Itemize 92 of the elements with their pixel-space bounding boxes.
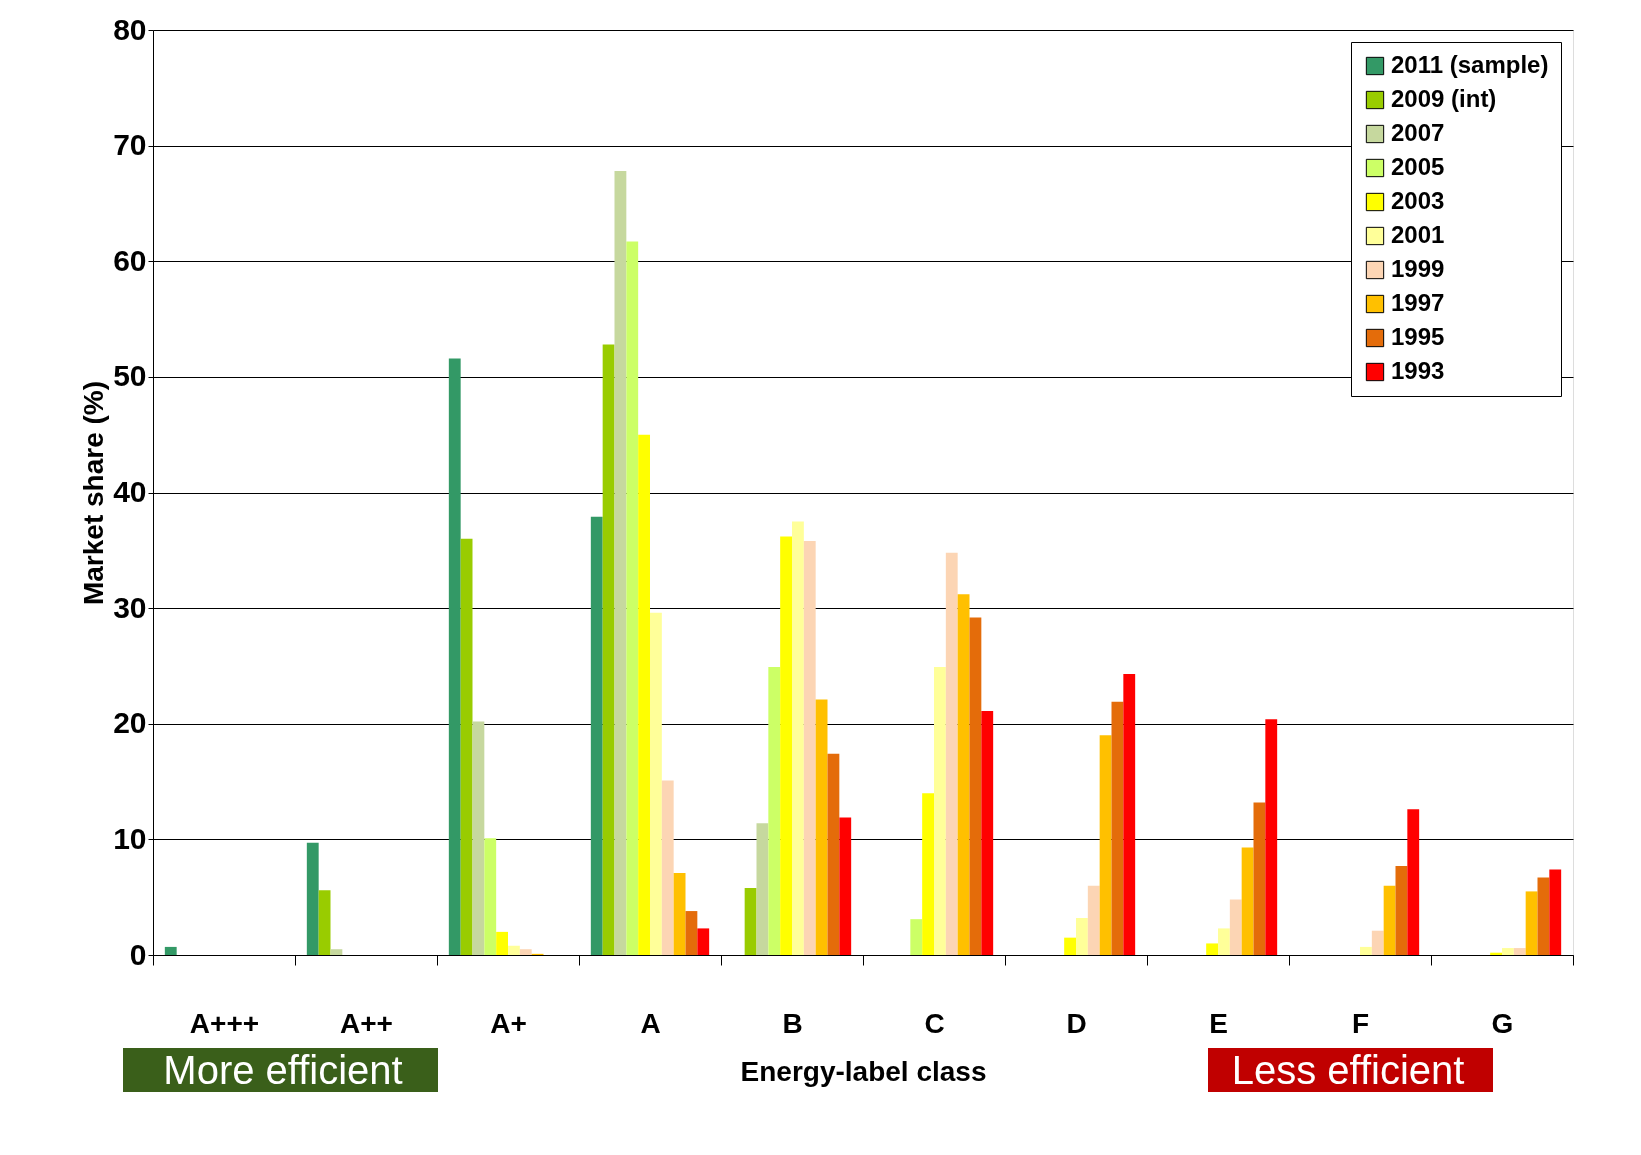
bar [1087,885,1100,955]
bar [661,780,674,955]
bar [945,552,958,955]
bar [330,949,343,955]
bar [472,721,485,955]
legend-label: 1993 [1391,357,1445,384]
bar [1502,948,1514,955]
bar [685,911,698,955]
bar [638,434,650,955]
bar [1383,885,1396,955]
bar [815,699,828,955]
legend-label: 1997 [1391,289,1445,316]
x-tick-label: G [1491,1007,1514,1039]
legend-label: 2011 (sample) [1391,51,1549,78]
bar [508,945,520,955]
y-tick-label: 70 [113,128,147,162]
bar [164,946,177,955]
bar [981,711,994,955]
bar [1099,735,1112,955]
x-axis-title: Energy-label class [740,1055,987,1087]
bar [780,536,792,955]
legend-label: 1995 [1391,323,1445,350]
x-tick-label: C [924,1007,945,1039]
bar [1111,701,1124,955]
x-tick-label: A+ [490,1007,527,1039]
bar [1076,918,1088,955]
bar [1229,899,1242,955]
bar [626,241,639,955]
bar [1395,865,1408,955]
bar [1537,877,1550,955]
bar [1218,928,1230,955]
bar [614,171,627,955]
legend-label: 2001 [1391,221,1445,248]
y-tick-label: 0 [129,937,147,971]
bar [1265,719,1278,955]
bar [697,928,710,955]
legend-label: 2003 [1391,187,1445,214]
bar [839,817,852,955]
bar [1064,937,1076,955]
y-tick-label: 50 [113,359,147,393]
bar [803,541,816,955]
bar [1360,946,1372,955]
x-tick-label: A++ [340,1007,393,1039]
bar [1407,809,1420,955]
bar [934,667,946,955]
bar [922,793,934,955]
x-tick-label: F [1351,1007,1370,1039]
bar [768,667,781,955]
bar [673,872,686,955]
x-tick-label: A+++ [189,1007,260,1039]
bar [460,538,473,955]
x-tick-label: A [640,1007,661,1039]
y-axis-title: Market share (%) [78,380,110,606]
text: Less efficient [1231,1048,1465,1092]
y-tick-label: 30 [113,590,147,624]
bar [1253,802,1266,955]
legend-label: 2009 (int) [1391,85,1497,112]
bar [519,949,532,955]
bar [1513,948,1526,955]
bar [484,838,497,955]
bar [969,617,982,955]
bar [590,516,603,955]
bar [827,753,840,955]
bar [910,919,923,955]
y-tick-label: 40 [113,475,147,508]
bar [756,823,769,955]
bar [306,842,319,955]
legend-label: 2007 [1391,119,1445,146]
bar [1241,847,1254,955]
bar [496,931,508,955]
y-tick-label: 20 [113,706,147,740]
y-tick-label: 80 [113,12,147,46]
bar [957,594,970,955]
bar [602,344,615,955]
bar [1206,943,1218,955]
bar [1549,869,1562,955]
x-tick-label: B [782,1007,803,1039]
bar [650,612,662,955]
bar [1371,930,1384,955]
x-tick-label: E [1209,1007,1228,1039]
y-tick-label: 60 [113,243,147,277]
bar [318,890,331,955]
text: More efficient [163,1048,403,1092]
bar [1123,674,1136,955]
bar [792,521,804,955]
bar [1525,891,1538,955]
legend-label: 1999 [1391,255,1445,282]
legend-label: 2005 [1391,153,1445,180]
bar [448,358,461,955]
x-tick-label: D [1066,1007,1087,1039]
y-tick-label: 10 [113,821,147,855]
bar [744,887,757,955]
